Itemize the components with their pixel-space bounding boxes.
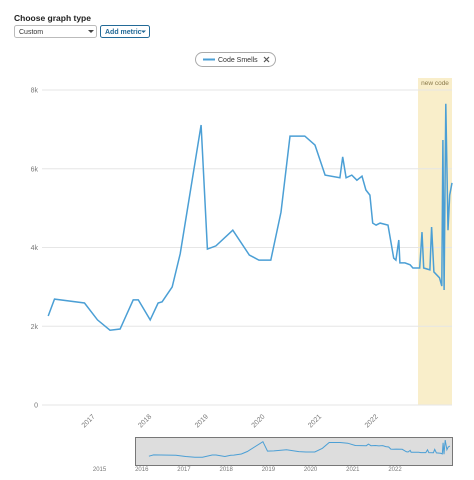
x-tick-label: 2017 bbox=[81, 413, 97, 429]
legend-chip[interactable]: Code Smells bbox=[195, 52, 276, 67]
overview-tick-label: 2018 bbox=[219, 467, 233, 473]
y-tick-label: 8k bbox=[31, 88, 39, 95]
select-box[interactable] bbox=[14, 25, 97, 38]
overview-line bbox=[148, 440, 451, 458]
chip-close[interactable] bbox=[263, 56, 270, 63]
new-code-label: new code bbox=[421, 80, 449, 87]
overview-tick-label: 2019 bbox=[262, 467, 276, 473]
x-tick-label: 2022 bbox=[364, 413, 380, 429]
overview-selection[interactable] bbox=[135, 437, 453, 466]
button-box[interactable] bbox=[100, 25, 150, 38]
graph-type-select[interactable]: Custom bbox=[14, 25, 97, 38]
y-tick-label: 4k bbox=[31, 245, 39, 252]
y-tick-label: 0 bbox=[34, 403, 38, 410]
select-caret bbox=[88, 30, 94, 33]
x-tick-label: 2020 bbox=[251, 413, 267, 429]
y-tick-label: 6k bbox=[31, 166, 39, 173]
legend-label: Code Smells bbox=[218, 57, 258, 64]
plot: new code 0 2k 4k 6k 8k 2017 2018 2019 2020 2021 202… bbox=[31, 78, 453, 473]
overview-tick-label: 2020 bbox=[304, 467, 318, 473]
overview-tick-label: 2021 bbox=[346, 467, 360, 473]
overview-tick-label: 2017 bbox=[177, 467, 191, 473]
button-caret bbox=[141, 30, 146, 33]
button-label[interactable]: Add metric bbox=[105, 29, 142, 36]
x-tick-label: 2019 bbox=[194, 413, 210, 429]
overview-tick-label: 2015 bbox=[93, 467, 107, 473]
overview-tick-label: 2022 bbox=[388, 467, 402, 473]
graph-type-label: Choose graph type bbox=[14, 13, 91, 23]
add-metric-button[interactable]: Add metric bbox=[100, 25, 150, 38]
overview-tick-label: 2016 bbox=[135, 467, 149, 473]
chip-box[interactable] bbox=[195, 52, 276, 67]
y-tick-label: 2k bbox=[31, 324, 39, 331]
select-value[interactable]: Custom bbox=[19, 29, 43, 36]
x-tick-label: 2018 bbox=[137, 413, 153, 429]
x-tick-label: 2021 bbox=[307, 413, 323, 429]
series-line bbox=[47, 103, 453, 331]
